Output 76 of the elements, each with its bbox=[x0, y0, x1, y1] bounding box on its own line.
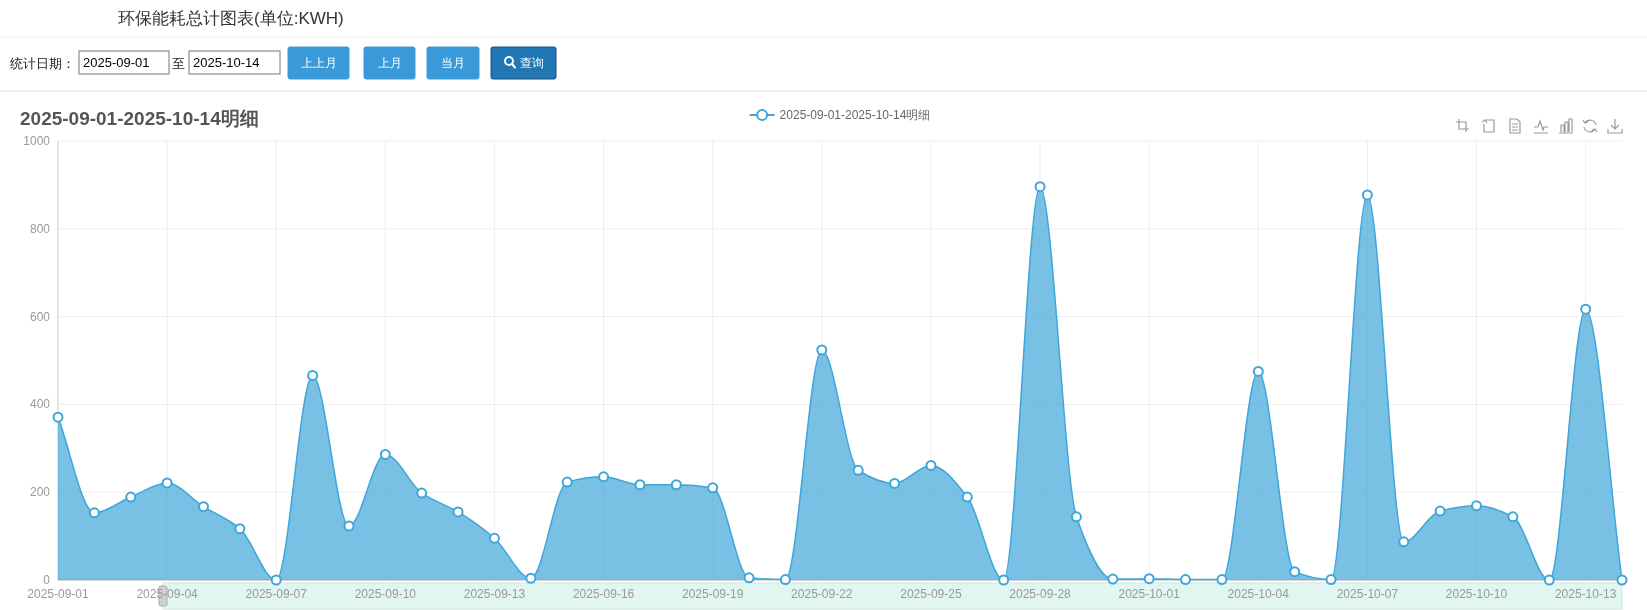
y-tick-label: 400 bbox=[29, 397, 51, 412]
x-tick-label: 2025-09-01 bbox=[27, 587, 90, 601]
chart-title: 2025-09-01-2025-10-14明细 bbox=[20, 108, 259, 129]
text: 上上月 bbox=[300, 56, 337, 70]
point bbox=[452, 506, 464, 518]
x-tick-label: 2025-09-19 bbox=[682, 587, 744, 601]
point bbox=[707, 482, 719, 494]
point bbox=[270, 574, 282, 586]
x-tick-label: 2025-09-10 bbox=[354, 587, 417, 601]
point bbox=[125, 491, 137, 503]
point bbox=[1216, 574, 1228, 586]
x-tick-label: 2025-09-28 bbox=[1009, 587, 1072, 601]
point bbox=[852, 464, 864, 476]
point bbox=[1543, 574, 1555, 586]
point bbox=[1252, 365, 1264, 377]
point bbox=[1325, 574, 1337, 586]
point bbox=[889, 477, 901, 489]
x-tick-label: 2025-10-01 bbox=[1118, 587, 1181, 601]
text: 2025-09-01 bbox=[83, 55, 150, 70]
point bbox=[379, 448, 391, 460]
point bbox=[197, 501, 209, 513]
point bbox=[1107, 573, 1119, 585]
point bbox=[598, 471, 610, 483]
point bbox=[1143, 573, 1155, 585]
text: 当月 bbox=[441, 56, 465, 70]
point bbox=[525, 572, 537, 584]
point bbox=[1289, 566, 1301, 578]
point bbox=[1616, 574, 1628, 586]
text: 查询 bbox=[519, 56, 544, 70]
point bbox=[1034, 181, 1046, 193]
point bbox=[925, 459, 937, 471]
point bbox=[998, 574, 1010, 586]
y-tick-label: 1000 bbox=[23, 134, 51, 148]
x-tick-label: 2025-10-10 bbox=[1445, 587, 1508, 601]
point bbox=[1180, 574, 1192, 586]
point bbox=[1361, 189, 1373, 201]
y-tick-label: 200 bbox=[29, 485, 51, 500]
x-tick-label: 2025-09-16 bbox=[572, 587, 635, 601]
point bbox=[1434, 505, 1446, 517]
point bbox=[88, 507, 100, 519]
point bbox=[1471, 500, 1483, 512]
y-tick-label: 600 bbox=[29, 309, 51, 324]
x-tick-label: 2025-10-13 bbox=[1554, 587, 1617, 601]
point bbox=[343, 520, 355, 532]
x-tick-label: 2025-09-07 bbox=[245, 587, 308, 601]
point bbox=[961, 491, 973, 503]
point bbox=[161, 477, 173, 489]
x-tick-label: 2025-09-25 bbox=[900, 587, 962, 601]
point bbox=[1507, 511, 1519, 523]
point bbox=[1398, 536, 1410, 548]
text: 上月 bbox=[377, 56, 402, 70]
point bbox=[1580, 303, 1592, 315]
y-tick-label: 0 bbox=[43, 573, 51, 587]
point bbox=[561, 476, 573, 488]
text: 2025-10-14 bbox=[193, 55, 260, 70]
point bbox=[1070, 511, 1082, 523]
point bbox=[307, 369, 319, 381]
text: 环保能耗总计图表(单位:KWH) bbox=[118, 9, 344, 28]
point bbox=[779, 574, 791, 586]
point bbox=[634, 479, 646, 491]
x-tick-label: 2025-09-13 bbox=[463, 587, 526, 601]
point bbox=[488, 532, 500, 544]
point bbox=[52, 411, 64, 423]
point bbox=[234, 523, 246, 535]
point bbox=[416, 487, 428, 499]
x-tick-label: 2025-09-22 bbox=[791, 587, 853, 601]
point bbox=[816, 344, 828, 356]
y-tick-label: 800 bbox=[29, 221, 51, 236]
legend-label: 2025-09-01-2025-10-14明细 bbox=[779, 108, 931, 122]
text: 至 bbox=[172, 56, 185, 71]
x-tick-label: 2025-10-04 bbox=[1227, 587, 1290, 601]
x-tick-label: 2025-10-07 bbox=[1336, 587, 1399, 601]
x-tick-label: 2025-09-04 bbox=[136, 587, 199, 601]
point bbox=[743, 572, 755, 584]
text: 统计日期： bbox=[10, 56, 75, 71]
point bbox=[670, 479, 682, 491]
